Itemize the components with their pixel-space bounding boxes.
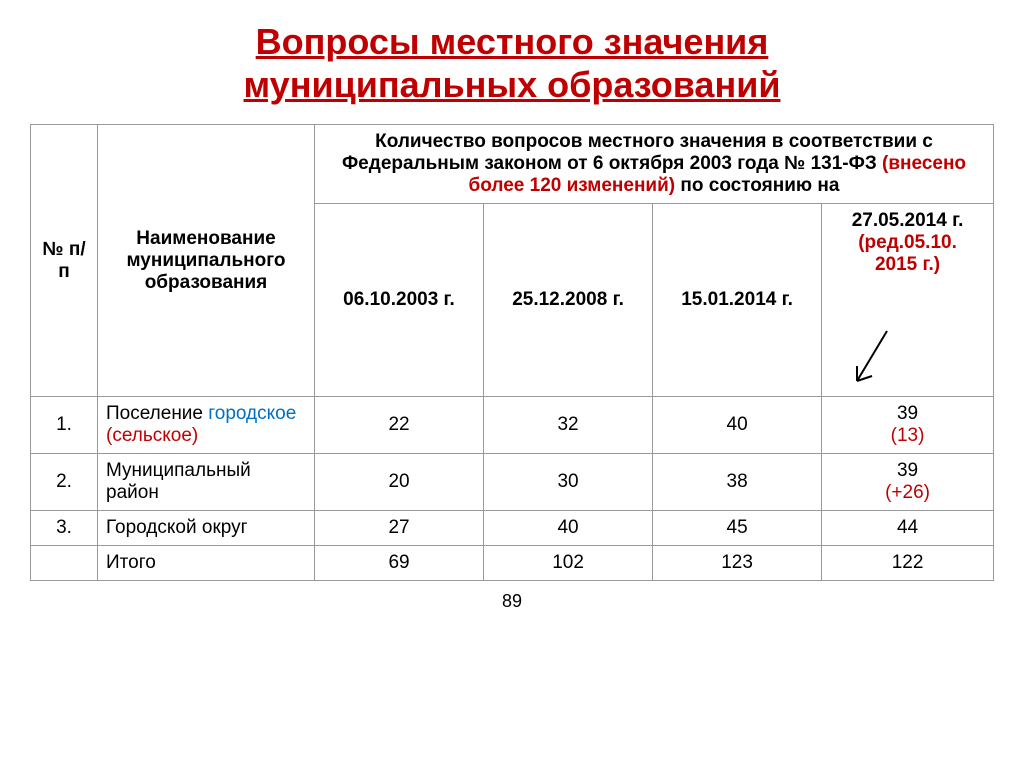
total-v2: 102: [484, 546, 653, 581]
date-col-3: 15.01.2014 г.: [653, 204, 822, 397]
cell-v1: 20: [315, 454, 484, 511]
col-header-count: Количество вопросов местного значения в …: [315, 125, 994, 204]
v4-main: 39: [897, 403, 918, 424]
row-name: Муниципальный район: [98, 454, 315, 511]
name-red: (сельское): [106, 425, 198, 446]
page-number: 89: [30, 591, 994, 612]
v4-red: (13): [891, 425, 925, 446]
name-prefix: Поселение: [106, 403, 208, 424]
main-table: № п/п Наименование муниципального образо…: [30, 124, 994, 581]
cell-v2: 40: [484, 511, 653, 546]
cell-v2: 32: [484, 397, 653, 454]
row-name: Поселение городское (сельское): [98, 397, 315, 454]
date4-sub2: 2015 г.): [875, 254, 940, 275]
row-num: 1.: [31, 397, 98, 454]
total-v4: 122: [822, 546, 994, 581]
cell-v1: 27: [315, 511, 484, 546]
date4-main: 27.05.2014 г.: [852, 210, 964, 231]
cell-v1: 22: [315, 397, 484, 454]
name-blue: городское: [208, 403, 296, 424]
cell-v3: 40: [653, 397, 822, 454]
v4-main: 39: [897, 460, 918, 481]
total-v3: 123: [653, 546, 822, 581]
date-col-4: 27.05.2014 г. (ред.05.10. 2015 г.): [822, 204, 994, 397]
cell-v3: 38: [653, 454, 822, 511]
row-num: 3.: [31, 511, 98, 546]
row-num: 2.: [31, 454, 98, 511]
count-header-post: по состоянию на: [675, 175, 839, 196]
col-header-name: Наименование муниципального образования: [98, 125, 315, 397]
v4-red: (+26): [885, 482, 930, 503]
title-line-1: Вопросы местного значения: [256, 21, 769, 62]
table-row: 2. Муниципальный район 20 30 38 39 (+26): [31, 454, 994, 511]
date4-sub1: (ред.05.10.: [858, 232, 957, 253]
page-title: Вопросы местного значения муниципальных …: [30, 20, 994, 106]
arrow-icon: [832, 326, 902, 396]
date-col-2: 25.12.2008 г.: [484, 204, 653, 397]
col-header-num: № п/п: [31, 125, 98, 397]
title-line-2: муниципальных образований: [244, 64, 781, 105]
count-header-pre: Количество вопросов местного значения в …: [342, 131, 933, 174]
cell-v4: 39 (+26): [822, 454, 994, 511]
cell-v3: 45: [653, 511, 822, 546]
cell-v2: 30: [484, 454, 653, 511]
total-num: [31, 546, 98, 581]
cell-v4: 44: [822, 511, 994, 546]
total-v1: 69: [315, 546, 484, 581]
row-name: Городской округ: [98, 511, 315, 546]
cell-v4: 39 (13): [822, 397, 994, 454]
total-label: Итого: [98, 546, 315, 581]
table-row: 3. Городской округ 27 40 45 44: [31, 511, 994, 546]
table-row: 1. Поселение городское (сельское) 22 32 …: [31, 397, 994, 454]
table-total-row: Итого 69 102 123 122: [31, 546, 994, 581]
date-col-1: 06.10.2003 г.: [315, 204, 484, 397]
